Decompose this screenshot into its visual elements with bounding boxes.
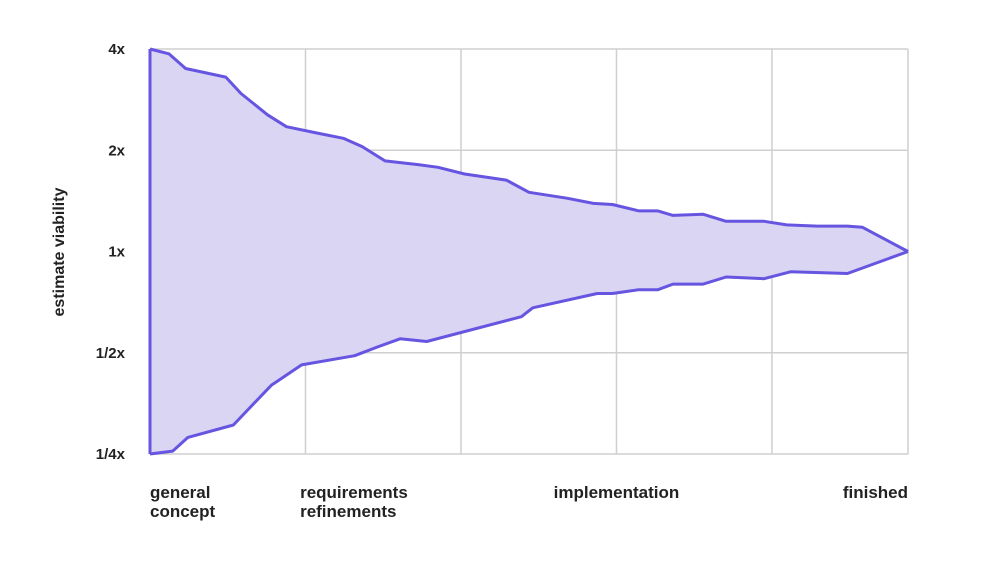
x-category-label: implementation — [554, 483, 680, 502]
y-tick-label: 2x — [108, 142, 125, 159]
x-category-labels: general concept requirements refinements imp… — [150, 483, 908, 521]
x-category-label: finished — [843, 483, 908, 502]
y-tick-label: 4x — [108, 41, 125, 58]
x-category-label: general concept — [150, 483, 216, 521]
y-tick-label: 1/4x — [96, 446, 126, 463]
y-axis-title: estimate viability — [51, 187, 68, 316]
uncertainty-band-fill — [150, 49, 908, 454]
upper-bound-line — [149, 47, 909, 253]
y-tick-label: 1x — [108, 244, 125, 261]
x-category-label: requirements refinements — [300, 483, 408, 521]
y-tick-label: 1/2x — [96, 345, 126, 362]
lower-bound-line — [149, 250, 909, 456]
y-tick-labels: 1/4x 1/2x 1x 2x 4x — [96, 41, 126, 463]
